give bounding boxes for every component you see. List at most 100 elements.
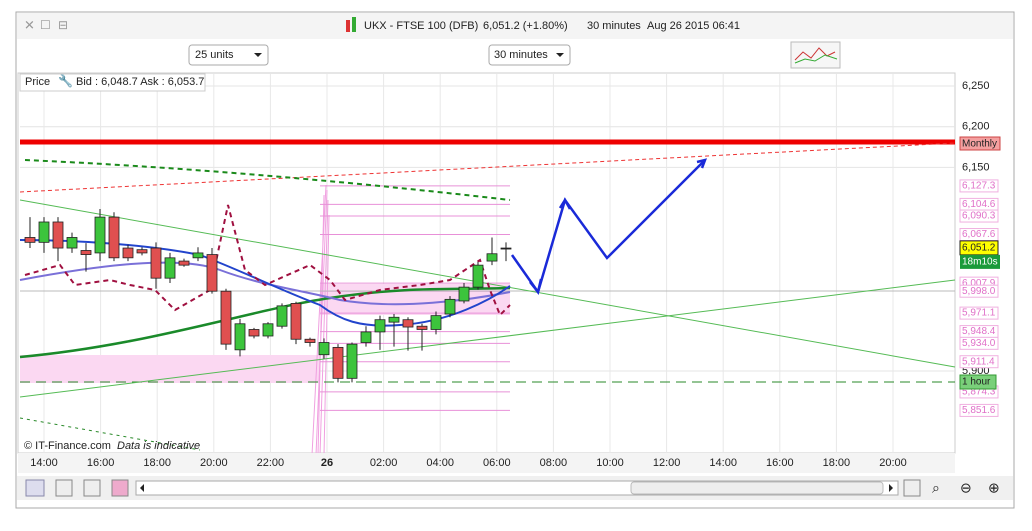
units-select[interactable]: [188, 44, 269, 66]
x-tick-label: 18:00: [823, 457, 851, 469]
level-tag: [959, 284, 999, 298]
x-axis: [18, 453, 955, 473]
candle-body: [486, 253, 498, 262]
level-tag: [959, 209, 999, 223]
level-label: 6,127.3: [962, 181, 996, 192]
period-select[interactable]: [488, 44, 571, 66]
candle-body: [66, 237, 78, 249]
y-tick-label: 6,200: [962, 121, 990, 133]
y-tick-label: 6,150: [962, 161, 990, 173]
candle-body: [192, 252, 204, 259]
hourly-label: 1 hour: [962, 377, 991, 388]
x-tick-label: 08:00: [540, 457, 568, 469]
oscillator-line: [24, 204, 511, 317]
tool-btn[interactable]: [903, 479, 921, 497]
x-tick-label: 10:00: [596, 457, 624, 469]
candle-body: [332, 346, 344, 379]
candle-body: [444, 298, 456, 315]
timestamp: Aug 26 2015 06:41: [647, 20, 740, 32]
tool-btn[interactable]: [83, 479, 101, 497]
candle-body: [430, 315, 442, 330]
tool-icon[interactable]: 🔧: [58, 73, 73, 88]
zoom-out[interactable]: ⊖: [960, 480, 972, 496]
x-tick-label: 22:00: [257, 457, 285, 469]
candle-body: [108, 216, 120, 259]
note: Data is indicative: [117, 440, 200, 452]
close-btn[interactable]: ✕: [24, 17, 35, 32]
level-tag: [959, 336, 999, 350]
hourly-tag: [959, 374, 997, 390]
level-label: 6,090.3: [962, 211, 996, 222]
level-tag: [959, 179, 999, 193]
candle-body: [80, 250, 92, 255]
monthly-label: Monthly: [962, 139, 997, 150]
icon: [794, 54, 838, 64]
x-tick-label: 12:00: [653, 457, 681, 469]
candle-body: [94, 216, 106, 254]
tool-btn[interactable]: [55, 479, 73, 497]
candle-body: [234, 323, 246, 351]
level-label: 5,851.6: [962, 405, 996, 416]
candle-body: [402, 319, 414, 328]
candle-body: [416, 325, 428, 330]
fan: [311, 184, 330, 456]
candle-body: [38, 221, 50, 243]
level-label: 5,998.0: [962, 286, 996, 297]
x-tick-label: 02:00: [370, 457, 398, 469]
caret: [254, 53, 262, 57]
x-tick-label: 20:00: [879, 457, 907, 469]
tool-btn[interactable]: [25, 479, 45, 497]
candle-body: [164, 257, 176, 279]
level-label: 6,104.6: [962, 199, 996, 210]
candle-body: [458, 286, 470, 302]
x-tick-label: 16:00: [87, 457, 115, 469]
candle-body: [374, 319, 386, 333]
countdown-tag: [960, 254, 1000, 269]
units-value: 25 units: [195, 49, 234, 61]
candle-body: [52, 221, 64, 249]
level-label: 5,911.4: [962, 356, 995, 367]
candle-body: [206, 254, 218, 292]
instrument: UKX - FTSE 100 (DFB): [364, 20, 478, 32]
candle-body: [388, 316, 400, 323]
candle-body: [178, 260, 190, 266]
level-label: 5,971.1: [962, 308, 996, 319]
icon: [346, 20, 350, 32]
studies-btn[interactable]: [790, 41, 841, 69]
quote: Bid : 6,048.7 Ask : 6,053.7: [76, 76, 204, 88]
level-label: 5,934.0: [962, 338, 996, 349]
candle-body: [122, 247, 134, 259]
candle-body: [318, 342, 330, 356]
level-tag: [959, 403, 999, 417]
candle-body: [24, 237, 36, 243]
x-tick-label: 18:00: [143, 457, 171, 469]
level-tag: [959, 306, 999, 320]
caret: [556, 53, 564, 57]
price-change: 6,051.2 (+1.80%): [483, 20, 568, 32]
pin-btn[interactable]: ⊟: [58, 18, 68, 32]
level-label: 6,067.6: [962, 229, 996, 240]
trend-line: [19, 417, 201, 451]
tool-btn[interactable]: [111, 479, 129, 497]
moving-average: [19, 286, 511, 359]
level-label: 5,948.4: [962, 326, 996, 337]
candle-body: [360, 331, 372, 343]
window-btn[interactable]: ☐: [40, 18, 51, 32]
scroll-thumb[interactable]: [630, 481, 884, 495]
candle-body: [150, 247, 162, 279]
zoom-fit[interactable]: ⌕: [932, 480, 940, 496]
zone: [20, 355, 320, 383]
credit: © IT-Finance.com: [24, 440, 111, 452]
zoom-in[interactable]: ⊕: [988, 480, 1000, 496]
candle-body: [346, 343, 358, 379]
candle-body: [304, 338, 316, 343]
candle-body: [136, 249, 148, 254]
trend-line: [19, 279, 956, 398]
last-price: 6,051.2: [962, 243, 996, 254]
level-tag: [959, 355, 999, 369]
moving-average: [24, 159, 511, 201]
level-label: 5,874.3: [962, 387, 996, 398]
monthly-tag: [959, 136, 1001, 151]
arrow-head: [529, 158, 708, 295]
